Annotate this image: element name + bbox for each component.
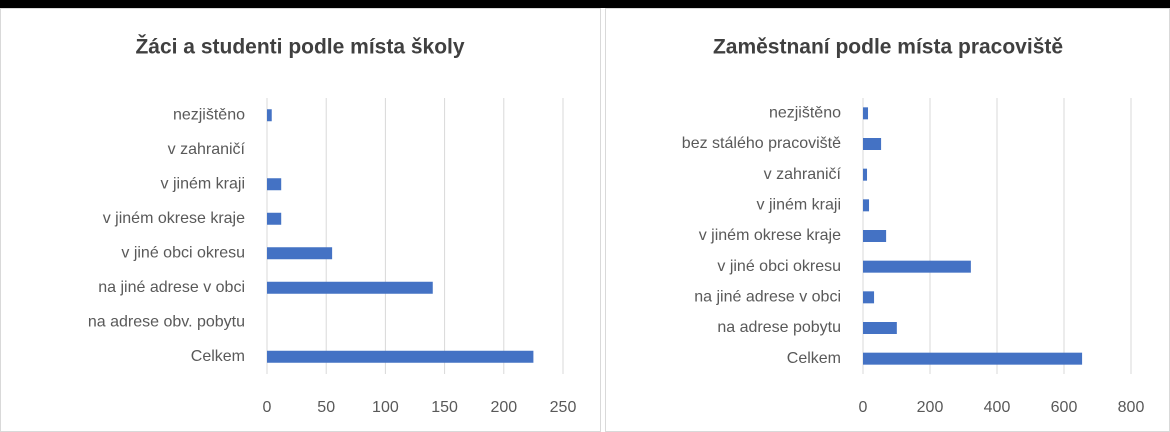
bar bbox=[863, 138, 882, 150]
chart-title: Zaměstnaní podle místa pracoviště bbox=[713, 36, 1063, 59]
bar bbox=[863, 199, 870, 212]
y-tick-label: nezjištěno bbox=[769, 105, 841, 122]
x-tick-label: 150 bbox=[431, 399, 458, 416]
x-tick-label: 250 bbox=[550, 399, 577, 416]
x-tick-label: 400 bbox=[984, 399, 1011, 416]
y-tick-label: Celkem bbox=[787, 350, 841, 367]
bar bbox=[863, 107, 869, 120]
y-tick-label: v zahraničí bbox=[764, 166, 842, 183]
y-tick-label: Celkem bbox=[191, 348, 245, 365]
panel bbox=[0, 8, 601, 432]
y-tick-label: na adrese pobytu bbox=[717, 319, 841, 336]
y-tick-label: na adrese obv. pobytu bbox=[88, 313, 245, 330]
y-tick-label: bez stálého pracoviště bbox=[682, 135, 841, 152]
bar bbox=[863, 291, 875, 304]
x-tick-label: 100 bbox=[372, 399, 399, 416]
x-tick-label: 0 bbox=[263, 399, 272, 416]
bar bbox=[863, 168, 868, 181]
bar bbox=[863, 230, 887, 242]
bar bbox=[267, 350, 534, 363]
y-tick-label: na jiné adrese v obci bbox=[694, 289, 841, 306]
bar bbox=[863, 260, 971, 273]
bar bbox=[863, 322, 897, 334]
y-tick-label: v jiném kraji bbox=[161, 175, 245, 192]
cropped-header bbox=[0, 0, 1170, 8]
x-tick-label: 200 bbox=[917, 399, 944, 416]
bar bbox=[267, 247, 333, 260]
bar bbox=[267, 178, 282, 191]
bar bbox=[267, 281, 433, 294]
chart-title: Žáci a studenti podle místa školy bbox=[135, 35, 464, 59]
x-tick-label: 200 bbox=[490, 399, 517, 416]
y-tick-label: v jiném kraji bbox=[757, 197, 841, 214]
y-tick-label: nezjištěno bbox=[173, 106, 245, 123]
y-tick-label: na jiné adrese v obci bbox=[98, 279, 245, 296]
x-tick-label: 0 bbox=[859, 399, 868, 416]
bar bbox=[267, 109, 272, 122]
x-tick-label: 600 bbox=[1051, 399, 1078, 416]
bar bbox=[267, 212, 282, 225]
x-tick-label: 800 bbox=[1118, 399, 1145, 416]
y-tick-label: v jiné obci okresu bbox=[717, 258, 841, 275]
y-tick-label: v jiném okrese kraje bbox=[103, 210, 245, 227]
x-tick-label: 50 bbox=[317, 399, 335, 416]
panel bbox=[605, 8, 1170, 432]
y-tick-label: v jiné obci okresu bbox=[121, 244, 245, 261]
bar bbox=[863, 352, 1083, 365]
y-tick-label: v jiném okrese kraje bbox=[699, 227, 841, 244]
y-tick-label: v zahraničí bbox=[168, 141, 246, 158]
